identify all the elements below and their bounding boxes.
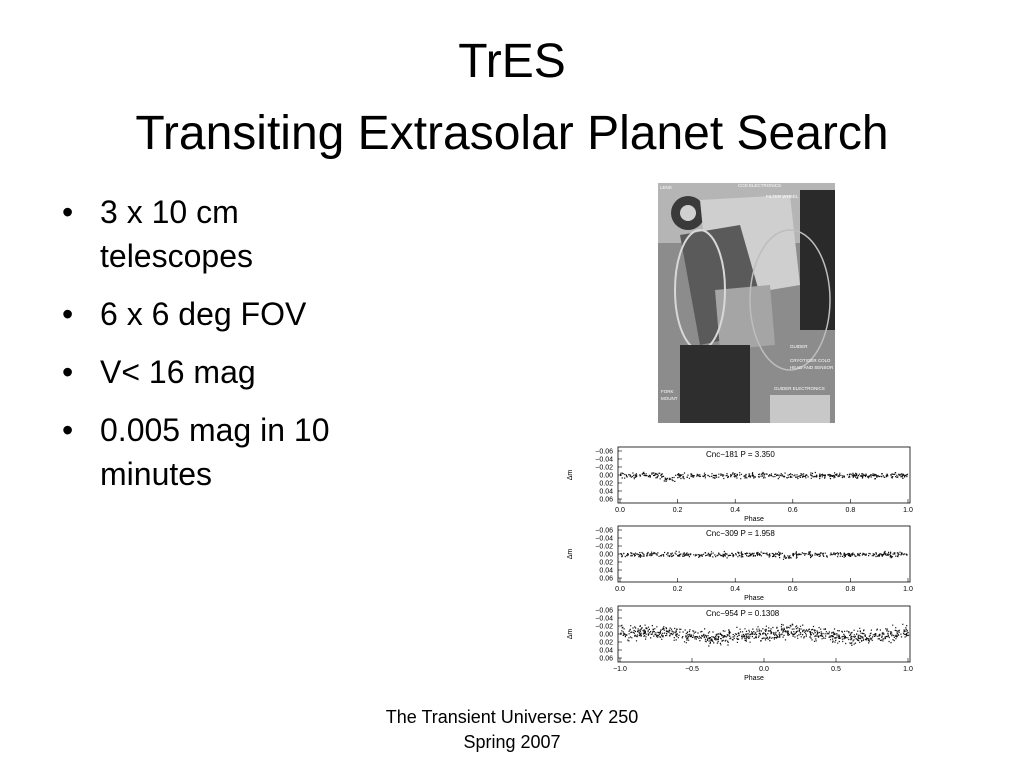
x-tick-label: 0.0 xyxy=(615,507,625,514)
photo-label: GUIDER ELECTRONICS xyxy=(774,386,825,391)
x-tick-label: 0.8 xyxy=(846,507,856,514)
y-axis-label: Δm xyxy=(567,629,574,640)
y-tick-label: 0.02 xyxy=(599,640,613,647)
footer-line: Spring 2007 xyxy=(463,732,561,752)
y-tick-label: −0.02 xyxy=(595,544,613,551)
x-tick-label: −1.0 xyxy=(613,666,627,673)
y-tick-label: 0.02 xyxy=(599,481,613,488)
photo-label: GUIDER xyxy=(790,344,808,349)
y-tick-label: 0.00 xyxy=(599,552,613,559)
y-axis-label: Δm xyxy=(567,549,574,560)
photo-label: HEAD AND SENSOR xyxy=(790,365,834,370)
x-tick-label: 0.5 xyxy=(831,666,841,673)
y-tick-label: 0.04 xyxy=(599,648,613,655)
photo-label: LENS xyxy=(660,185,672,190)
bullet-list: 3 x 10 cm telescopes 6 x 6 deg FOV V< 16 m… xyxy=(58,190,398,510)
y-tick-label: −0.02 xyxy=(595,624,613,631)
x-tick-label: 0.0 xyxy=(759,666,769,673)
bullet-item: 3 x 10 cm telescopes xyxy=(58,190,398,278)
x-axis-label: Phase xyxy=(744,675,764,682)
telescope-photo: LENS CCD ELECTRONICS FILTER WHEEL GUIDER CRY… xyxy=(658,183,835,423)
x-tick-label: 0.6 xyxy=(788,507,798,514)
bullet-item: 0.005 mag in 10 minutes xyxy=(58,408,398,496)
photo-label: MOUNT xyxy=(661,396,678,401)
light-curve-panel: −0.06−0.04−0.020.000.020.040.060.0 0.2 0.4… xyxy=(567,525,913,602)
photo-label: FORK xyxy=(661,389,674,394)
x-tick-label: 0.2 xyxy=(673,507,683,514)
scatter-texture xyxy=(620,471,909,482)
x-axis-label: Phase xyxy=(744,516,764,523)
y-tick-label: −0.06 xyxy=(595,528,613,535)
x-tick-label: 0.4 xyxy=(730,586,740,593)
photo-label: FILTER WHEEL xyxy=(766,194,799,199)
photo-lens xyxy=(680,205,696,221)
x-tick-label: 0.6 xyxy=(788,586,798,593)
photo-label: CRYOTIGER COLD xyxy=(790,358,831,363)
y-tick-label: −0.04 xyxy=(595,616,613,623)
y-tick-label: 0.06 xyxy=(599,656,613,663)
y-tick-label: 0.02 xyxy=(599,560,613,567)
x-axis-label: Phase xyxy=(744,595,764,602)
title-line: TrES xyxy=(458,35,566,88)
x-tick-label: 0.4 xyxy=(730,507,740,514)
y-tick-label: 0.06 xyxy=(599,576,613,583)
x-tick-label: 1.0 xyxy=(903,586,913,593)
photo-mount xyxy=(680,345,750,423)
footer-line: The Transient Universe: AY 250 xyxy=(385,707,639,727)
y-tick-label: 0.06 xyxy=(599,497,613,504)
scatter-texture xyxy=(620,623,910,647)
photo-electronics xyxy=(770,395,830,423)
x-tick-label: 0.8 xyxy=(846,586,856,593)
x-tick-label: 0.0 xyxy=(615,586,625,593)
y-axis-label: Δm xyxy=(567,470,574,481)
y-tick-label: 0.04 xyxy=(599,489,613,496)
x-tick-label: −0.5 xyxy=(685,666,699,673)
bullet-item: V< 16 mag xyxy=(58,350,398,394)
photo-label: CCD ELECTRONICS xyxy=(738,183,781,188)
y-tick-label: 0.00 xyxy=(599,632,613,639)
x-tick-label: 1.0 xyxy=(903,507,913,514)
y-tick-label: −0.06 xyxy=(595,608,613,615)
panel-label: Cnc−309 P = 1.958 xyxy=(706,529,775,538)
y-tick-label: −0.04 xyxy=(595,536,613,543)
photo-cables xyxy=(749,229,831,371)
y-tick-label: 0.04 xyxy=(599,568,613,575)
light-curve-panel: −0.06−0.04−0.020.000.020.040.060.0 0.2 0.4… xyxy=(567,446,913,523)
y-tick-label: −0.02 xyxy=(595,465,613,472)
y-tick-label: −0.06 xyxy=(595,449,613,456)
title-line: Transiting Extrasolar Planet Search xyxy=(135,107,889,160)
photo-guider xyxy=(715,285,775,350)
light-curve-panel: −0.06−0.04−0.020.000.020.040.06−1.0 −0.5 0… xyxy=(567,605,913,682)
panel-label: Cnc−954 P = 0.1308 xyxy=(706,609,780,618)
x-tick-label: 0.2 xyxy=(673,586,683,593)
scatter-texture xyxy=(620,550,908,560)
x-tick-label: 1.0 xyxy=(903,666,913,673)
bullet-item: 6 x 6 deg FOV xyxy=(58,292,398,336)
panel-label: Cnc−181 P = 3.350 xyxy=(706,450,775,459)
y-tick-label: −0.04 xyxy=(595,457,613,464)
y-tick-label: 0.00 xyxy=(599,473,613,480)
